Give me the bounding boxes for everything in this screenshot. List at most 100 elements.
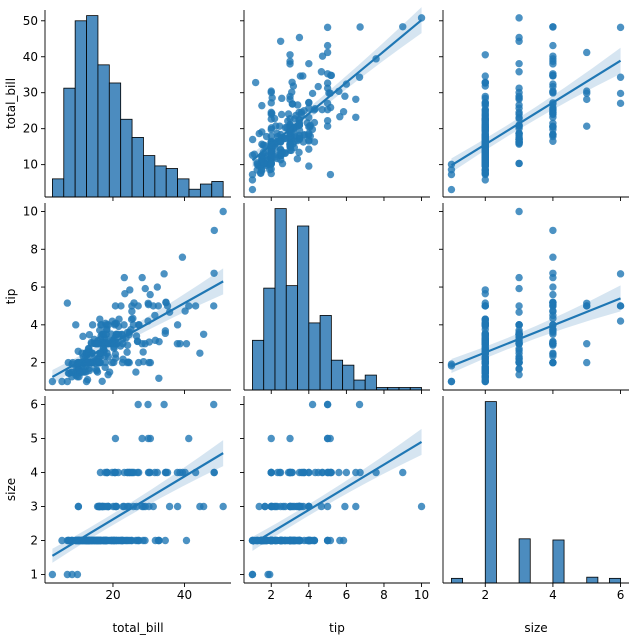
scatter-point <box>323 23 332 32</box>
scatter-point <box>266 570 274 579</box>
scatter-point <box>123 468 132 477</box>
scatter-point <box>138 273 146 282</box>
scatter-point <box>128 307 136 316</box>
scatter-point <box>286 468 294 477</box>
scatter-point <box>117 302 125 310</box>
scatter-point <box>262 536 271 545</box>
confidence-band <box>451 285 621 374</box>
confidence-band <box>52 440 224 563</box>
scatter-point <box>182 340 191 348</box>
scatter-point <box>515 68 523 76</box>
x-tick-label: 4 <box>305 588 313 602</box>
scatter-point <box>286 502 294 511</box>
scatter-point <box>73 570 82 579</box>
scatter-point <box>151 468 159 477</box>
scatter-point <box>130 468 138 477</box>
scatter-point <box>267 115 275 123</box>
scatter-point <box>112 502 120 511</box>
y-axis-label-size: size <box>4 478 18 501</box>
scatter-point <box>120 273 129 282</box>
y-tick-label: 3 <box>30 500 38 514</box>
scatter-point <box>93 502 102 511</box>
scatter-point <box>267 88 275 97</box>
scatter-point <box>295 131 304 140</box>
scatter-point <box>549 23 557 31</box>
panel-total_bill-vs-total_bill: 10 20 30 40 50 <box>23 10 231 201</box>
scatter-point <box>515 140 523 148</box>
scatter-point <box>161 468 170 477</box>
x-tick-label: 8 <box>380 588 388 602</box>
regression-line <box>51 452 224 557</box>
scatter-point <box>146 434 155 443</box>
scatter-point <box>199 502 208 511</box>
scatter-point <box>515 302 523 310</box>
scatter-point <box>323 116 332 125</box>
scatter-point <box>310 138 319 146</box>
scatter-point <box>583 87 591 95</box>
hist-bar <box>285 285 298 391</box>
y-tick-label: 1 <box>30 568 38 582</box>
scatter-point <box>549 340 557 348</box>
scatter-point <box>515 207 523 216</box>
scatter-point <box>63 377 72 386</box>
scatter-point <box>219 207 227 216</box>
scatter-point <box>335 468 343 477</box>
scatter-point <box>161 327 170 335</box>
hist-bar <box>177 178 190 198</box>
scatter-point <box>141 284 149 293</box>
panel-tip-vs-tip <box>243 203 430 394</box>
confidence-band <box>451 47 621 173</box>
scatter-point <box>341 92 349 100</box>
scatter-point <box>481 169 489 177</box>
scatter-point <box>355 73 364 81</box>
scatter-point <box>447 166 456 174</box>
scatter-point <box>145 358 153 367</box>
scatter-point <box>284 117 292 125</box>
hist-bar <box>120 118 133 198</box>
scatter-point <box>251 78 260 87</box>
scatter-point <box>173 502 182 511</box>
scatter-point <box>616 270 625 278</box>
hist-bar <box>108 82 122 198</box>
scatter-point <box>295 33 304 42</box>
scatter-point <box>336 536 344 545</box>
scatter-point <box>399 23 407 31</box>
scatter-point <box>341 502 349 511</box>
scatter-point <box>210 468 218 477</box>
scatter-point <box>101 363 109 372</box>
scatter-point <box>210 302 218 310</box>
scatter-point <box>515 365 523 373</box>
scatter-point <box>323 48 332 57</box>
scatter-point <box>336 112 344 121</box>
scatter-point <box>549 311 557 320</box>
scatter-point <box>549 253 557 261</box>
scatter-point <box>323 400 332 409</box>
hist-bar <box>252 339 265 391</box>
scatter-point <box>549 327 557 335</box>
scatter-point <box>153 283 162 291</box>
scatter-point <box>130 299 138 307</box>
scatter-point <box>248 176 257 184</box>
scatter-point <box>104 536 113 545</box>
scatter-point <box>481 109 489 118</box>
scatter-point <box>481 374 489 382</box>
scatter-point <box>132 332 141 340</box>
y-tick-label: 2 <box>30 356 38 370</box>
scatter-point <box>481 115 489 123</box>
scatter-point <box>138 434 146 443</box>
scatter-point <box>616 317 625 325</box>
scatter-point <box>356 23 364 31</box>
scatter-point <box>447 185 456 194</box>
scatter-point <box>145 468 153 477</box>
scatter-point <box>583 358 591 367</box>
scatter-point <box>317 68 326 76</box>
hist-bar <box>364 374 377 391</box>
scatter-point <box>85 330 94 339</box>
scatter-point <box>481 78 489 87</box>
scatter-point <box>481 72 489 80</box>
scatter-point <box>549 137 557 145</box>
scatter-point <box>48 570 57 579</box>
hist-bar <box>263 287 276 391</box>
scatter-point <box>515 358 523 367</box>
